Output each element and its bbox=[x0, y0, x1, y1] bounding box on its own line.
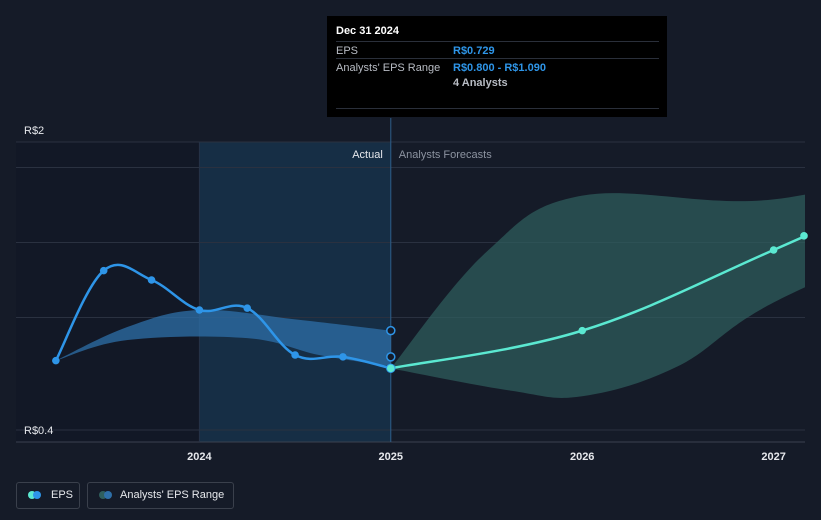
tooltip-value-eps: R$0.729 bbox=[453, 45, 495, 57]
range-legend-swatch-icon bbox=[99, 491, 112, 499]
tooltip-analyst-count: 4 Analysts bbox=[453, 77, 508, 89]
tooltip-row-range: Analysts' EPS Range R$0.800 - R$1.090 bbox=[336, 58, 659, 76]
eps-point-actual-6 bbox=[339, 353, 347, 361]
highlight-band bbox=[199, 142, 391, 442]
eps-legend-swatch-icon bbox=[28, 491, 41, 499]
eps-point-actual-0 bbox=[52, 356, 60, 365]
tooltip: Dec 31 2024 EPS R$0.729 Analysts' EPS Ra… bbox=[327, 16, 667, 117]
x-tick-label-2027: 2027 bbox=[761, 451, 785, 463]
eps-line-forecast bbox=[390, 234, 805, 370]
x-tick-label-2025: 2025 bbox=[379, 451, 403, 463]
x-tick-label-2026: 2026 bbox=[570, 451, 594, 463]
tooltip-row-eps: EPS R$0.729 bbox=[336, 41, 659, 59]
region-label-actual: Actual bbox=[352, 149, 383, 161]
legend-item-range[interactable]: Analysts' EPS Range bbox=[87, 482, 234, 509]
eps-point-actual-3 bbox=[195, 306, 204, 314]
x-tick-label-2024: 2024 bbox=[187, 451, 212, 463]
eps-point-actual-1 bbox=[99, 266, 108, 275]
eps-swatch-actual bbox=[33, 491, 41, 499]
range-marker-1 bbox=[386, 352, 396, 362]
y-axis-top-label: R$2 bbox=[24, 125, 44, 137]
range-band-forecast bbox=[390, 193, 805, 398]
tooltip-divider bbox=[336, 108, 659, 109]
tooltip-date: Dec 31 2024 bbox=[336, 25, 399, 37]
legend-item-eps[interactable]: EPS bbox=[16, 482, 80, 509]
eps-point-forecast-2 bbox=[769, 246, 778, 254]
range-swatch-forecast bbox=[99, 491, 107, 499]
range-marker-0 bbox=[386, 325, 396, 336]
tooltip-label-range: Analysts' EPS Range bbox=[336, 62, 441, 74]
eps-point-actual-5 bbox=[291, 351, 299, 359]
legend-label-range: Analysts' EPS Range bbox=[120, 489, 225, 501]
eps-point-actual-4 bbox=[243, 304, 252, 312]
eps-point-forecast-1 bbox=[578, 326, 586, 335]
eps-point-forecast-0 bbox=[387, 364, 395, 373]
y-axis-bottom-label: R$0.4 bbox=[24, 425, 53, 437]
eps-swatch-forecast bbox=[28, 491, 36, 499]
region-label-forecast: Analysts Forecasts bbox=[399, 149, 492, 161]
tooltip-value-range: R$0.800 - R$1.090 bbox=[453, 62, 546, 74]
tooltip-label-eps: EPS bbox=[336, 45, 359, 57]
eps-point-forecast-edge bbox=[800, 232, 808, 240]
legend-label-eps: EPS bbox=[51, 489, 74, 501]
range-swatch-actual bbox=[104, 491, 112, 499]
range-band-past bbox=[55, 309, 391, 367]
eps-point-actual-2 bbox=[147, 276, 156, 284]
